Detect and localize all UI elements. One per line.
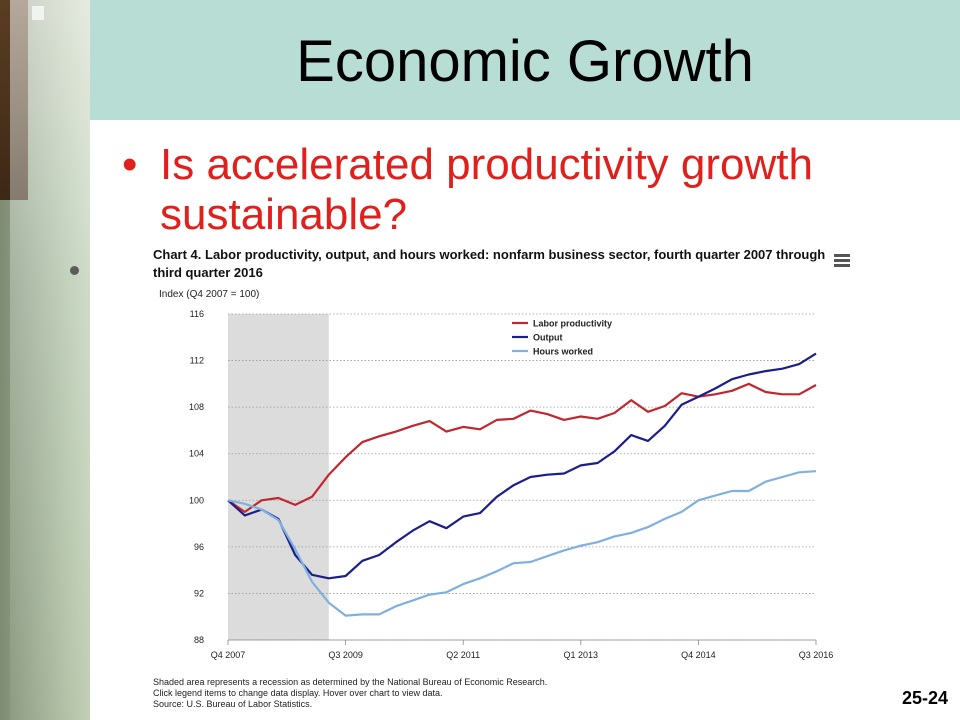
series-line-output[interactable] (227, 352, 817, 580)
series-line-labor-productivity[interactable] (227, 382, 817, 513)
decorative-side-panel (0, 0, 90, 720)
y-tick-label: 96 (194, 542, 204, 552)
footnote-recession: Shaded area represents a recession as de… (153, 677, 548, 687)
title-band: Economic Growth (90, 0, 960, 120)
y-tick-label: 108 (189, 402, 204, 412)
slide-number: 25-24 (901, 688, 948, 708)
x-tick-label: Q2 2011 (446, 650, 480, 660)
bullet-text: Is accelerated productivity growth susta… (160, 140, 813, 239)
recession-shade (228, 314, 329, 640)
footnote-source: Source: U.S. Bureau of Labor Statistics. (153, 699, 313, 709)
slide-title: Economic Growth (296, 29, 754, 94)
bullet-dot-icon: • (122, 140, 138, 189)
footnote-instructions: Click legend items to change data displa… (153, 688, 443, 698)
chart-footnotes: Shaded area represents a recession as de… (153, 677, 547, 710)
y-tick-label: 116 (190, 309, 204, 319)
hamburger-menu-icon[interactable] (834, 254, 850, 268)
y-tick-label: 104 (189, 449, 204, 459)
y-tick-label: 100 (189, 495, 204, 505)
y-tick-label: 92 (194, 588, 204, 598)
series-line-hours-worked[interactable] (227, 470, 817, 617)
glass-door-decoration (10, 0, 90, 720)
legend-item-label[interactable]: Hours worked (533, 347, 593, 357)
y-axis-label: Index (Q4 2007 = 100) (159, 289, 260, 300)
x-tick-label: Q3 2009 (328, 650, 363, 660)
x-tick-label: Q4 2014 (681, 650, 716, 660)
glass-reflection-decoration (32, 6, 44, 20)
y-tick-label: 88 (194, 635, 204, 645)
door-knob-decoration (70, 266, 79, 275)
legend-item-label[interactable]: Labor productivity (533, 319, 612, 329)
legend-item-label[interactable]: Output (533, 333, 563, 343)
x-tick-label: Q4 2007 (211, 650, 246, 660)
x-tick-label: Q1 2013 (564, 650, 599, 660)
chart-title: Chart 4. Labor productivity, output, and… (153, 247, 826, 280)
y-tick-label: 112 (190, 356, 204, 366)
x-tick-label: Q3 2016 (799, 650, 834, 660)
